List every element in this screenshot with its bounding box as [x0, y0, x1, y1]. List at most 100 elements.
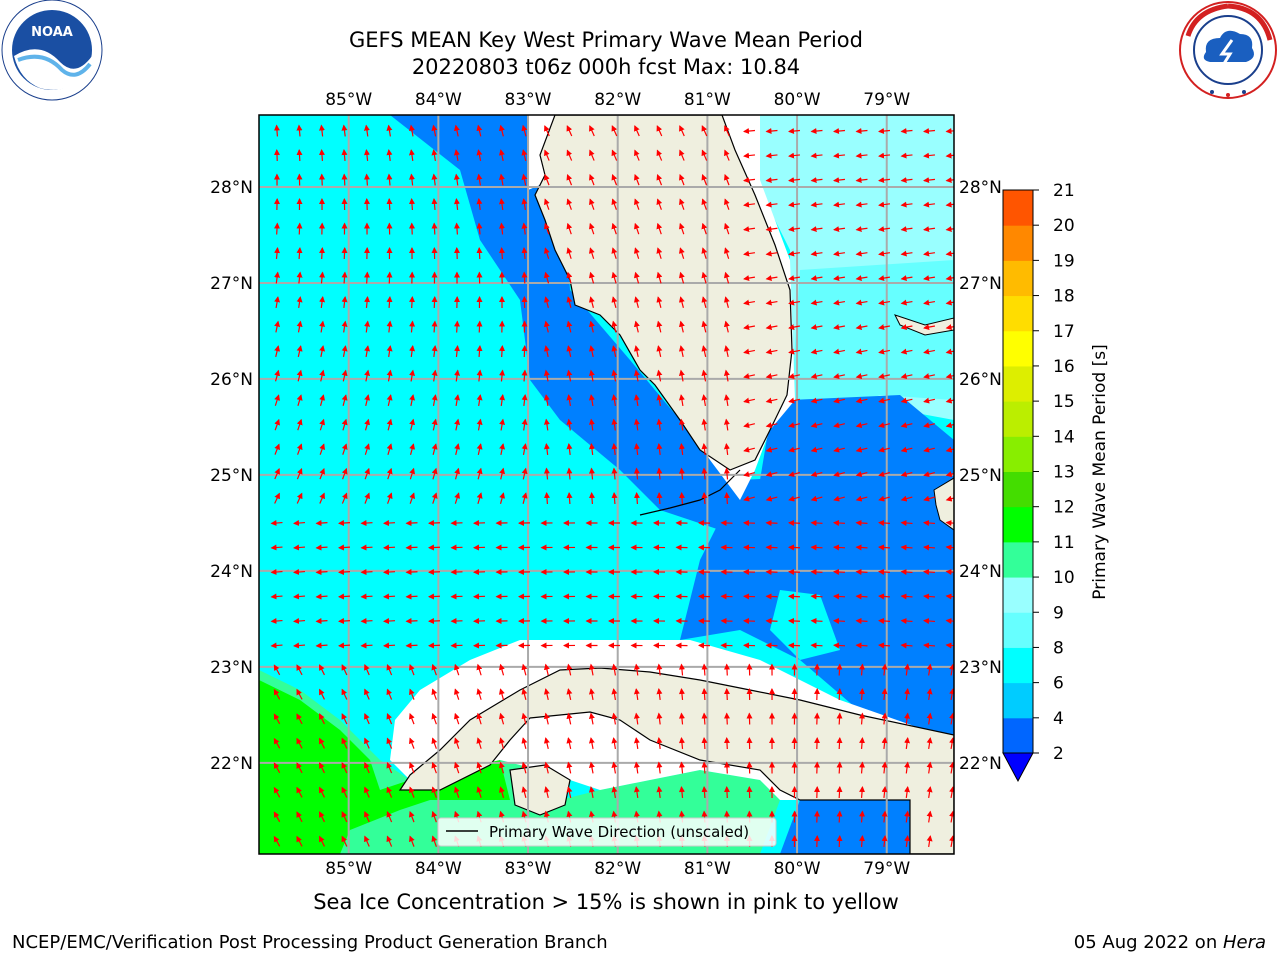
wave-arrow — [949, 688, 954, 701]
wave-arrow — [923, 568, 936, 575]
wave-arrow — [611, 369, 618, 382]
wave-arrow — [788, 177, 801, 184]
wave-arrow — [521, 222, 528, 235]
wave-arrow — [765, 250, 778, 257]
wave-arrow — [878, 348, 891, 355]
lat-label-right: 27°N — [959, 274, 1002, 294]
wave-arrow — [878, 324, 891, 331]
wave-arrow — [386, 369, 393, 382]
wave-arrow — [678, 712, 685, 725]
legend-label: Primary Wave Direction (unscaled) — [489, 823, 749, 841]
wave-arrow — [878, 617, 891, 624]
wave-arrow — [945, 544, 954, 551]
wave-arrow — [900, 617, 913, 624]
lon-label-top: 81°W — [684, 90, 731, 110]
wave-arrow — [273, 688, 281, 700]
wave-arrow — [498, 737, 505, 749]
wave-arrow — [498, 712, 505, 725]
wave-arrow — [611, 467, 618, 480]
wave-arrow — [881, 688, 888, 701]
wave-arrow — [296, 737, 303, 749]
wave-arrow — [296, 296, 303, 309]
wave-arrow — [855, 568, 868, 575]
wave-arrow — [296, 418, 303, 431]
wave-arrow — [476, 124, 483, 137]
wave-arrow — [859, 761, 866, 774]
wave-arrow — [656, 198, 663, 210]
wave-arrow — [945, 593, 954, 600]
wave-arrow — [881, 786, 888, 799]
wave-arrow — [476, 786, 483, 798]
wave-arrow — [923, 471, 935, 478]
wave-arrow — [319, 811, 325, 823]
wave-arrow — [363, 173, 370, 186]
wave-arrow — [765, 226, 778, 233]
wave-arrow — [319, 713, 325, 725]
wave-arrow — [521, 124, 528, 137]
wave-arrow — [588, 296, 595, 308]
wave-arrow — [788, 617, 801, 624]
wave-arrow — [588, 222, 595, 235]
wave-arrow — [543, 663, 550, 676]
lon-label-bottom: 83°W — [505, 859, 552, 879]
wave-arrow — [743, 275, 756, 282]
wave-arrow — [500, 861, 503, 872]
wave-arrow — [859, 663, 866, 676]
wave-arrow — [431, 492, 438, 504]
wave-arrow — [499, 418, 506, 431]
wave-arrow — [878, 177, 891, 184]
wave-arrow — [293, 642, 306, 649]
wave-arrow — [274, 222, 281, 235]
wave-arrow — [765, 275, 778, 282]
wave-arrow — [788, 128, 801, 135]
wave-arrow — [293, 544, 306, 551]
wave-arrow — [296, 369, 303, 382]
wave-arrow — [633, 712, 640, 725]
wave-arrow — [788, 201, 801, 208]
wave-arrow — [788, 299, 801, 306]
wave-arrow — [543, 247, 550, 259]
wave-arrow — [633, 663, 640, 676]
wave-arrow — [723, 320, 730, 333]
wave-arrow — [633, 394, 640, 407]
colorbar-segment — [1003, 541, 1033, 578]
wave-arrow — [656, 247, 663, 259]
wave-arrow — [318, 124, 325, 137]
field-blue-keys — [760, 395, 954, 480]
wave-arrow — [900, 250, 913, 257]
wave-arrow — [566, 296, 573, 308]
wave-arrow — [701, 296, 708, 308]
wave-arrow — [923, 544, 936, 551]
wave-arrow — [765, 128, 778, 135]
wave-arrow — [836, 712, 843, 725]
wave-arrow — [656, 418, 663, 431]
wave-arrow — [319, 737, 325, 749]
wave-arrow — [408, 173, 415, 186]
wave-arrow — [833, 348, 846, 355]
wave-arrow — [723, 663, 730, 676]
wave-arrow — [743, 152, 756, 159]
wave-arrow — [833, 177, 846, 184]
wave-arrow — [431, 222, 438, 235]
colorbar-tick-label: 9 — [1053, 603, 1064, 623]
wave-arrow — [678, 271, 685, 284]
wave-arrow — [810, 642, 823, 649]
wave-arrow — [360, 593, 373, 600]
lon-label-top: 79°W — [863, 90, 910, 110]
wave-arrow — [544, 125, 550, 137]
wave-arrow — [341, 345, 348, 358]
wave-arrow — [364, 835, 370, 847]
wave-arrow — [723, 296, 730, 308]
wave-arrow — [543, 271, 550, 284]
wave-arrow — [634, 198, 640, 210]
wave-arrow — [881, 737, 888, 750]
wave-arrow — [476, 688, 483, 700]
wave-arrow — [923, 348, 936, 355]
wave-arrow — [923, 373, 936, 380]
wave-arrow — [319, 467, 325, 480]
noaa-logo-icon: NOAA — [1, 0, 103, 101]
wave-arrow — [588, 786, 595, 799]
colorbar-tick-label: 2 — [1053, 744, 1064, 764]
wave-arrow — [923, 324, 936, 331]
wave-arrow — [923, 152, 936, 159]
